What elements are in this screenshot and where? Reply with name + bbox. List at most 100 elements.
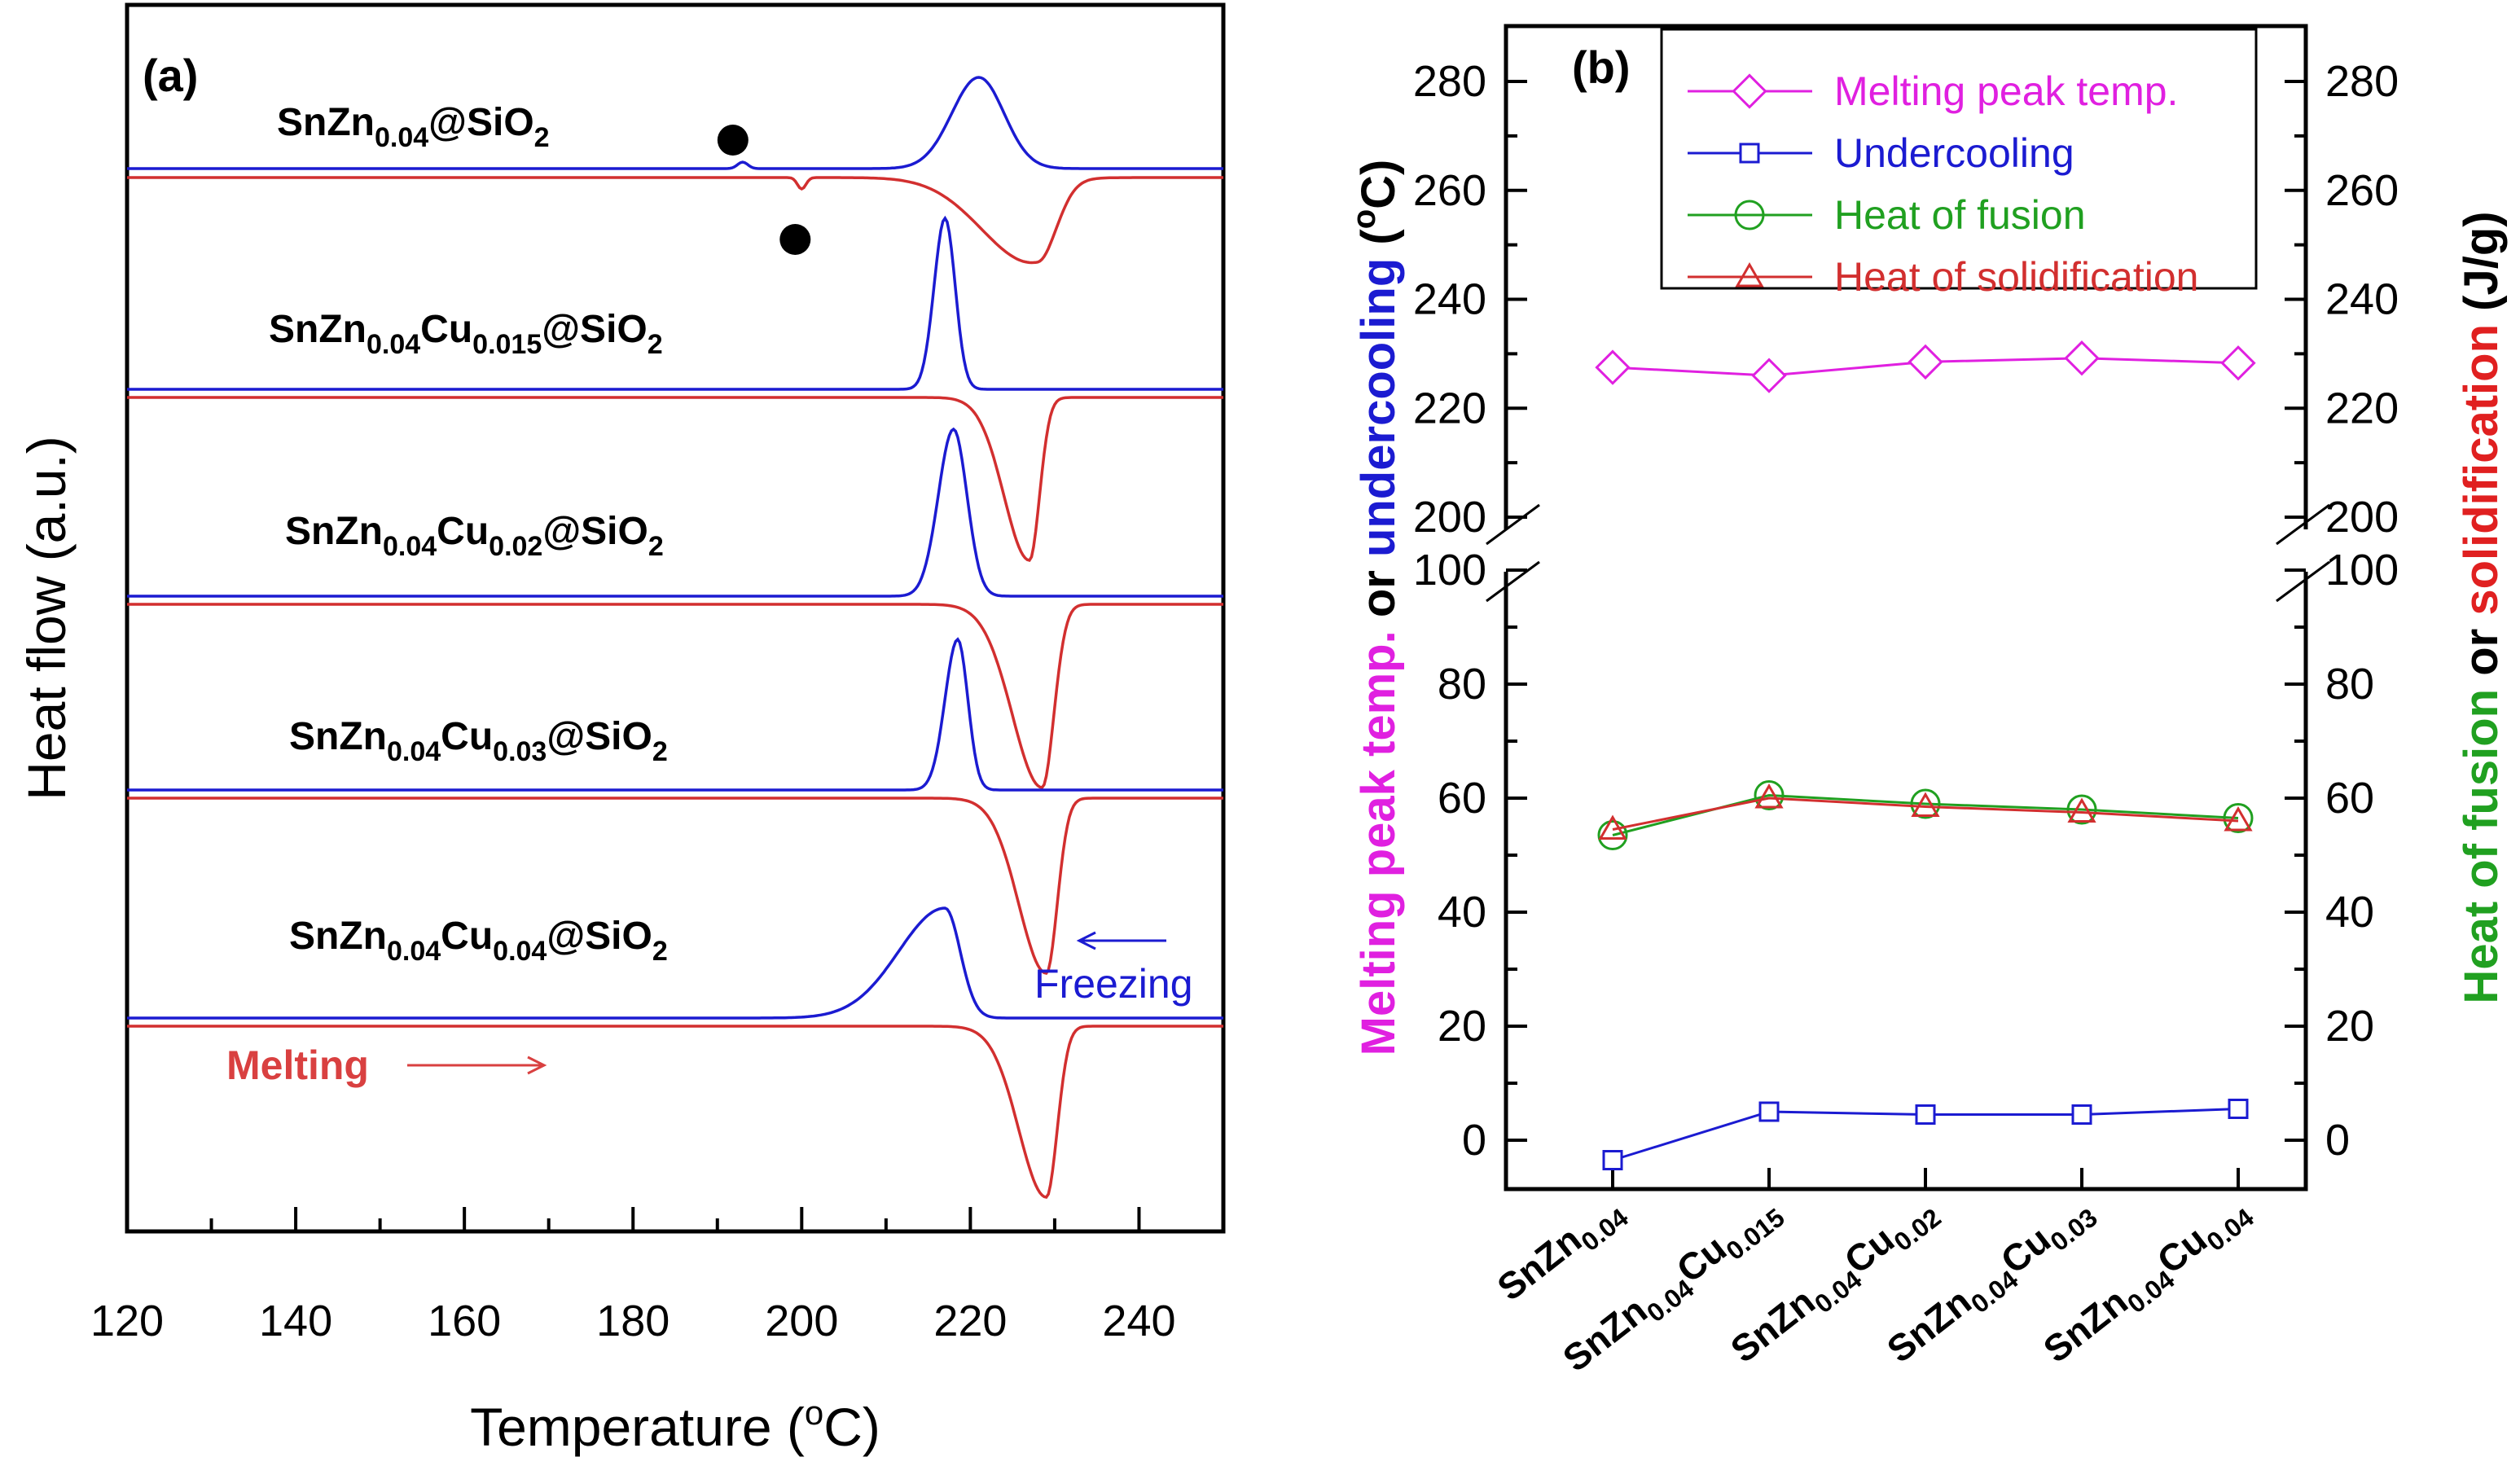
triangle-marker: [2224, 805, 2253, 832]
y-tick-label-right: 280: [2325, 57, 2399, 106]
circle-marker: [1754, 780, 1785, 810]
label-part: 2: [652, 936, 668, 967]
label-part: Cu: [441, 915, 493, 958]
right-break-mark-bottom: [2276, 560, 2330, 603]
label-part: 0.04: [383, 531, 437, 562]
legend-label: Undercooling: [1834, 130, 2074, 176]
label-part: 0.04: [387, 736, 441, 767]
label-part: 0.015: [472, 329, 542, 360]
y-tick-label-right: 200: [2325, 493, 2399, 542]
x-axis-title: Temperature (oC): [470, 1393, 880, 1457]
title-part: o: [1346, 209, 1382, 229]
title-part: Melting peak temp.: [1352, 630, 1405, 1055]
label-part: 0.03: [493, 736, 547, 767]
square-marker: [2071, 1104, 2092, 1125]
diamond-marker: [2064, 340, 2100, 376]
left-break-mark-bottom: [1486, 560, 1540, 603]
panel-a-x-ticks: 120 140 160 180 200 220 240: [90, 1207, 1225, 1345]
triangle-marker: [1911, 792, 1940, 817]
y-tick-label-left: 60: [1438, 774, 1486, 823]
sample-label: SnZn0.04Cu0.02@SiO2: [285, 510, 664, 562]
freezing-curve: [127, 637, 1223, 792]
y-tick-label-left: 220: [1413, 384, 1486, 432]
y-tick-label-left: 280: [1413, 57, 1486, 106]
panel-b-frame: [1504, 24, 2308, 1192]
diamond-marker: [1751, 358, 1787, 393]
sample-label: SnZn0.04Cu0.04@SiO2: [289, 915, 668, 967]
square-marker: [2228, 1099, 2249, 1119]
melting-curve: [127, 797, 1223, 975]
title-part: (: [1352, 229, 1405, 258]
square-marker: [1915, 1104, 1936, 1125]
panel-b-category-labels: SnZn0.04SnZn0.04Cu0.015SnZn0.04Cu0.02SnZ…: [1489, 1187, 2259, 1380]
y-tick-label-left: 200: [1413, 493, 1486, 542]
legend-label: Heat of fusion: [1834, 192, 2086, 238]
series-line-triangle: [1612, 797, 2239, 831]
y-tick-label-left: 240: [1413, 275, 1486, 324]
y-axis-title: Heat flow (a.u.): [16, 436, 77, 801]
label-part: 0.04: [493, 936, 547, 967]
left-break-mark-top: [1486, 503, 1540, 546]
diamond-marker: [2220, 345, 2256, 381]
triangle-marker: [1598, 814, 1627, 840]
label-part: SnZn: [1555, 1288, 1655, 1380]
title-part: Heat of fusion: [2455, 689, 2508, 1004]
circle-marker: [1734, 200, 1765, 230]
event-dot: [779, 224, 811, 255]
square-marker: [1758, 1101, 1780, 1122]
title-part: or: [1352, 557, 1405, 630]
y-tick-label-right: 0: [2325, 1116, 2350, 1165]
melting-curve: [127, 176, 1223, 265]
square-marker: [1602, 1150, 1623, 1170]
title-part: undercooling: [1352, 258, 1405, 557]
label-part: SnZn: [269, 308, 367, 351]
freezing-curve: [127, 215, 1223, 391]
y-tick-label-right: 60: [2325, 774, 2374, 823]
label-part: @SiO: [547, 915, 652, 958]
category-label: SnZn0.04: [1489, 1187, 1633, 1314]
x-tick-label: 160: [428, 1297, 501, 1345]
legend-label: Heat of solidification: [1834, 254, 2198, 300]
x-tick-label: 200: [765, 1297, 838, 1345]
label-part: 0.04: [367, 329, 420, 360]
panel-a: (a) 120 140 160 180 200 220 240 SnZn0.04@SiO2S…: [16, 2, 1226, 1457]
label-part: 2: [648, 531, 664, 562]
label-part: 2: [534, 122, 550, 153]
diamond-marker: [1732, 73, 1767, 109]
label-part: SnZn: [1879, 1279, 1979, 1371]
triangle-marker: [2067, 797, 2096, 823]
melting-curve: [127, 603, 1223, 789]
circle-marker: [1910, 788, 1941, 819]
y-tick-label-left: 260: [1413, 166, 1486, 215]
sample-label: SnZn0.04@SiO2: [277, 101, 550, 153]
triangle-marker: [1735, 261, 1764, 287]
label-part: 0.015: [1720, 1203, 1789, 1266]
y-tick-label-left: 0: [1462, 1116, 1486, 1165]
label-part: @SiO: [428, 101, 534, 144]
label-part: SnZn: [2035, 1279, 2136, 1371]
triangle-marker: [1754, 783, 1784, 809]
label-part: SnZn: [1489, 1218, 1589, 1309]
y-tick-label-right: 220: [2325, 384, 2399, 432]
x-tick-label: 220: [933, 1297, 1007, 1345]
freezing-arrow-head: [1076, 931, 1096, 950]
x-tick-label: 120: [90, 1297, 164, 1345]
freezing-curve: [127, 427, 1223, 598]
label-part: 0.04: [375, 122, 428, 153]
label-part: SnZn: [277, 101, 375, 144]
panel-b-label: (b): [1572, 42, 1631, 93]
label-part: 0.02: [489, 531, 542, 562]
y-tick-label-right: 80: [2325, 660, 2374, 709]
circle-marker: [2066, 794, 2097, 825]
legend-box: [1660, 28, 2258, 290]
x-tick-label: 180: [596, 1297, 670, 1345]
melting-arrow-head: [527, 1055, 547, 1075]
panel-a-sample-labels: SnZn0.04@SiO2SnZn0.04Cu0.015@SiO2SnZn0.0…: [269, 101, 668, 967]
y-axis-title-right: Heat of fusion or solidification (J/g): [2455, 211, 2508, 1003]
melting-curve: [127, 1025, 1223, 1199]
diamond-marker: [1908, 344, 1943, 380]
label-part: SnZn: [285, 510, 383, 553]
y-tick-label-left: 100: [1413, 546, 1486, 595]
y-tick-label-left: 80: [1438, 660, 1486, 709]
